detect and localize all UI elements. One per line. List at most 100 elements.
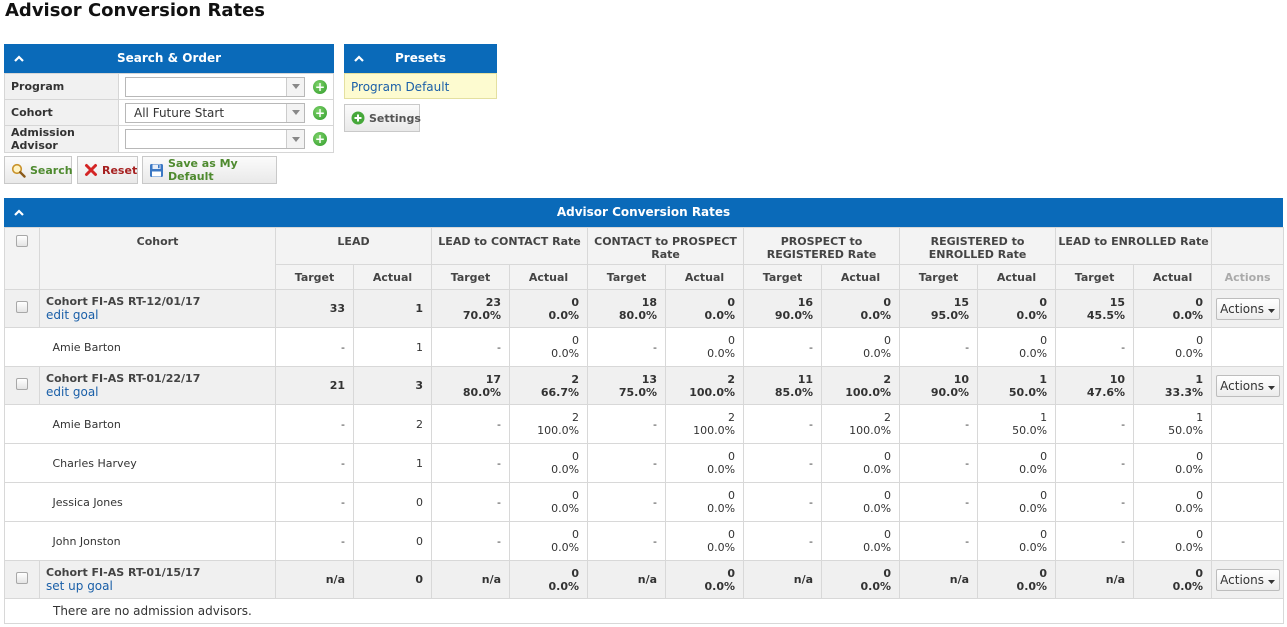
metric-percent: 47.6% — [1086, 385, 1126, 399]
program-select[interactable] — [125, 76, 305, 97]
collapse-caret-icon[interactable] — [12, 198, 26, 227]
conversion-rates-header[interactable]: Advisor Conversion Rates — [4, 198, 1283, 227]
advisor-name: Jessica Jones — [39, 482, 276, 522]
metric-percent: 0.0% — [1172, 579, 1204, 593]
metric-value: 1 — [1039, 372, 1048, 386]
cohort-header[interactable]: Cohort — [39, 227, 276, 290]
metric-value: 0 — [572, 450, 580, 463]
metric-cell: - — [1055, 482, 1135, 522]
metric-percent: 0.0% — [1175, 463, 1204, 476]
add-cohort-icon[interactable]: + — [313, 105, 327, 120]
metric-percent: 0.0% — [1019, 541, 1048, 554]
metric-cell: - — [743, 482, 823, 522]
metric-value: - — [341, 340, 345, 354]
metric-cell: - — [899, 404, 979, 444]
row-checkbox[interactable] — [16, 301, 28, 313]
row-select-cell — [4, 560, 40, 599]
select-all-checkbox[interactable] — [16, 235, 28, 247]
metric-value: 0 — [572, 528, 580, 541]
row-checkbox[interactable] — [16, 572, 28, 584]
actions-cell: Actions — [1211, 560, 1285, 599]
metric-cell: 0 0.0% — [821, 289, 901, 328]
add-program-icon[interactable]: + — [313, 79, 327, 94]
goal-link[interactable]: edit goal — [46, 308, 99, 322]
metric-percent: 0.0% — [548, 308, 580, 322]
advisor-row: Jessica Jones -0-0 0.0% -0 0.0% -0 0.0% -0 0.0% -… — [4, 482, 1285, 522]
metric-value: 15 — [1109, 295, 1126, 309]
metric-value: 11 — [797, 372, 814, 386]
page-title: Advisor Conversion Rates — [5, 0, 266, 21]
metric-value: 0 — [416, 495, 424, 509]
metric-cell: 0 0.0% — [1133, 443, 1213, 483]
search-order-header[interactable]: Search & Order — [4, 44, 334, 73]
metric-value: 13 — [641, 372, 658, 386]
metric-cell: - — [1055, 443, 1135, 483]
lead-group-header: LEAD — [274, 227, 433, 265]
cohort-cell: Cohort FI-AS RT-01/22/17 edit goal — [39, 366, 276, 405]
dropdown-arrow-icon[interactable] — [286, 103, 304, 122]
metric-value: 3 — [415, 379, 424, 392]
metric-cell: 0 0.0% — [977, 521, 1057, 561]
metric-cell: 3 — [352, 366, 433, 405]
target-col-header: Target — [275, 264, 354, 290]
metric-value: 0 — [884, 450, 892, 463]
metric-percent: 33.3% — [1164, 385, 1204, 399]
presets-header[interactable]: Presets — [344, 44, 497, 73]
search-button[interactable]: Search — [4, 156, 73, 184]
metric-value: 0 — [1196, 450, 1204, 463]
empty-actions-cell — [1211, 443, 1285, 483]
save-as-default-label: Save as My Default — [168, 157, 238, 183]
metric-value: - — [341, 456, 345, 470]
metric-value: - — [653, 456, 658, 470]
metric-value: 10 — [1109, 372, 1126, 386]
metric-cell: 0 0.0% — [821, 482, 901, 522]
metric-value: - — [497, 417, 502, 431]
reset-button[interactable]: Reset — [77, 156, 138, 184]
row-select-cell — [4, 289, 40, 328]
metric-cell: - — [587, 404, 667, 444]
metric-value: 0 — [728, 450, 736, 463]
actions-button[interactable]: Actions — [1215, 297, 1280, 320]
cohort-row: Cohort FI-AS RT-01/15/17 set up goal n/a 0 n… — [4, 560, 1285, 599]
add-advisor-icon[interactable]: + — [313, 132, 327, 146]
dropdown-arrow-icon[interactable] — [286, 77, 304, 96]
program-default-preset-link[interactable]: Program Default — [344, 73, 497, 99]
actual-col-header: Actual — [352, 264, 433, 290]
dropdown-arrow-icon[interactable] — [286, 130, 304, 148]
collapse-caret-icon[interactable] — [12, 44, 26, 73]
settings-button[interactable]: Settings — [344, 104, 421, 132]
metric-value: - — [809, 340, 814, 354]
cohort-select[interactable]: All Future Start — [125, 102, 305, 123]
actions-button[interactable]: Actions — [1215, 374, 1280, 397]
metric-value: 21 — [329, 379, 345, 392]
metric-cell: 0 0.0% — [821, 443, 901, 483]
metric-value: 1 — [416, 456, 424, 470]
metric-value: 0 — [728, 528, 736, 541]
goal-link[interactable]: edit goal — [46, 385, 99, 399]
metric-value: - — [965, 456, 970, 470]
target-col-header: Target — [431, 264, 511, 290]
row-checkbox[interactable] — [16, 378, 28, 390]
metric-value: 17 — [485, 372, 502, 386]
metric-value: 0 — [883, 295, 892, 309]
goal-link[interactable]: set up goal — [46, 579, 113, 593]
metric-cell: - — [743, 404, 823, 444]
metric-value: n/a — [1105, 573, 1126, 586]
metric-cell: 0 0.0% — [665, 327, 745, 367]
metric-cell: - — [431, 443, 511, 483]
metric-percent: 90.0% — [930, 385, 970, 399]
save-as-default-button[interactable]: Save as My Default — [142, 156, 277, 184]
metric-percent: 0.0% — [1175, 502, 1204, 515]
metric-percent: 100.0% — [537, 424, 580, 437]
advisor-name: Amie Barton — [39, 404, 276, 444]
actions-button[interactable]: Actions — [1215, 568, 1280, 591]
collapse-caret-icon[interactable] — [352, 44, 366, 73]
admission-advisor-select[interactable] — [125, 129, 305, 149]
metric-percent: 0.0% — [1172, 308, 1204, 322]
metric-percent: 100.0% — [845, 385, 892, 399]
metric-cell: 21 — [275, 366, 354, 405]
actions-cell: Actions — [1211, 366, 1285, 405]
presets-panel: Presets Program Default — [344, 44, 497, 99]
metric-value: 2 — [571, 372, 580, 386]
metric-value: 0 — [416, 534, 424, 548]
